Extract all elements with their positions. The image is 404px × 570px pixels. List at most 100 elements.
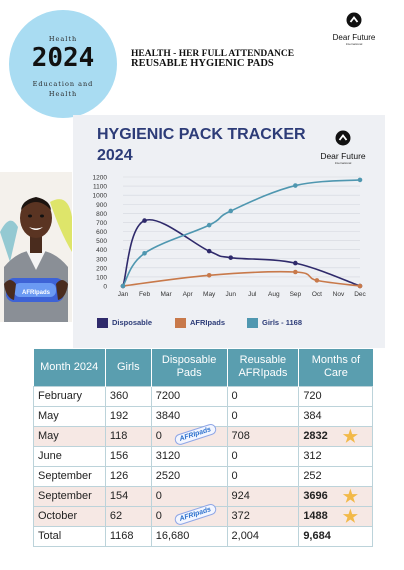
column-header: Reusable AFRIpads — [227, 349, 300, 386]
table-row: February 360 7200 0 720 — [33, 385, 373, 407]
x-tick-label: Aug — [268, 291, 280, 298]
brand-logo-chart: Dear Future International — [315, 130, 371, 165]
cell-value: 126 — [109, 470, 129, 482]
table-cell: Total — [33, 525, 106, 547]
cell-value: 0 — [155, 430, 162, 442]
table-row: September 126 2520 0 252 — [33, 465, 373, 487]
cell-value: May — [38, 410, 59, 422]
x-tick-label: Jan — [118, 291, 129, 298]
cell-value: 7200 — [155, 390, 181, 402]
table-header-row: Month 2024 Girls Disposable Pads Reusabl… — [33, 349, 373, 386]
column-header: Disposable Pads — [151, 349, 228, 386]
data-point — [228, 255, 234, 260]
page-title: HEALTH - HER FULL ATTENDANCE REUSABLE HY… — [131, 49, 321, 69]
table-cell: 2832 ★ — [298, 425, 373, 447]
legend-swatch — [97, 318, 108, 329]
legend-label: AFRIpads — [190, 318, 226, 327]
series-line — [122, 218, 361, 287]
year-badge: Health 2024 Education and Health — [9, 10, 117, 118]
table-row: May 192 3840 0 384 — [33, 405, 373, 427]
legend-item-girls: Girls - 1168 — [247, 318, 303, 329]
table-cell: 118 — [104, 425, 152, 447]
table-cell: 3840 — [150, 405, 228, 427]
cell-value: 0 — [231, 470, 238, 482]
page-title-line1: HEALTH - HER FULL ATTENDANCE — [131, 49, 295, 59]
table-row: June 156 3120 0 312 — [33, 445, 373, 467]
x-tick-label: Mar — [160, 291, 172, 298]
y-tick-label: 900 — [96, 202, 107, 209]
legend-label: Disposable — [112, 318, 153, 327]
cell-value: 3840 — [155, 410, 181, 422]
y-tick-label: 100 — [96, 274, 107, 281]
cell-value: Total — [38, 530, 62, 542]
y-tick-label: 400 — [96, 247, 107, 254]
table-body: February 360 7200 0 720 May 192 3840 0 384 May 118 0… — [33, 385, 373, 547]
x-tick-label: May — [203, 291, 216, 298]
cell-value: 924 — [231, 490, 250, 502]
cell-value: 720 — [303, 390, 322, 402]
table-cell: October — [33, 505, 106, 527]
cell-value: September — [38, 470, 92, 482]
table-cell: 2520 — [150, 465, 228, 487]
y-tick-label: 800 — [96, 211, 107, 218]
cell-value: 16,680 — [155, 530, 190, 542]
cell-value: 2520 — [155, 470, 181, 482]
cell-value: 156 — [109, 450, 129, 462]
x-tick-label: Feb — [139, 291, 151, 298]
afripads-badge: AFRIpads — [173, 502, 218, 526]
cell-value: 0 — [231, 410, 238, 422]
table-cell: 156 — [104, 445, 152, 467]
cell-value: 708 — [231, 430, 250, 442]
legend-swatch — [247, 318, 258, 329]
table-cell: September — [33, 465, 106, 487]
table-cell: 0 — [226, 465, 300, 487]
page-title-line2: REUSABLE HYGIENIC PADS — [131, 58, 274, 69]
table-cell: 1488 ★ — [298, 505, 373, 527]
star-icon: ★ — [342, 506, 358, 526]
cell-value: May — [38, 430, 59, 442]
table-row: October 62 0 AFRIpads 372 1488 ★ — [33, 502, 373, 527]
table-cell: 384 — [298, 405, 373, 427]
column-header: Girls — [105, 349, 152, 386]
table-cell: 0 — [226, 385, 300, 407]
logo-name: Dear Future — [332, 33, 376, 42]
cell-value: September — [38, 490, 92, 502]
table-cell: 126 — [104, 465, 152, 487]
afripads-pack-label: AFRIpads — [22, 290, 51, 296]
table-cell: 3696 ★ — [298, 485, 373, 507]
badge-line4: Health — [48, 90, 78, 98]
table-cell: 3120 — [150, 445, 228, 467]
student-photo: AFRIpads — [0, 172, 72, 322]
cell-value: 2832 — [303, 430, 328, 442]
x-tick-label: Apr — [183, 291, 194, 298]
logo-sub: International — [334, 161, 352, 165]
data-point — [206, 272, 212, 278]
table-cell: 9,684 — [298, 525, 373, 547]
legend-label: Girls - 1168 — [262, 318, 303, 327]
cell-value: 9,684 — [303, 530, 331, 542]
chart-title-line2: 2024 — [97, 147, 133, 164]
table-cell: 312 — [298, 445, 373, 467]
data-point — [357, 177, 363, 183]
cell-value: February — [38, 390, 83, 402]
cell-value: 2,004 — [231, 530, 260, 542]
cell-value: 154 — [109, 490, 129, 502]
x-tick-label: Nov — [333, 291, 345, 298]
y-tick-label: 1200 — [93, 175, 108, 182]
legend-swatch — [175, 318, 186, 329]
legend-item-afripads: AFRIpads — [175, 318, 226, 329]
data-point — [293, 269, 298, 275]
legend-item-disposable: Disposable — [97, 318, 153, 329]
cell-value: 360 — [109, 390, 129, 402]
x-tick-label: Jun — [225, 291, 236, 298]
dear-future-logo-icon — [335, 130, 351, 146]
logo-sub: International — [345, 42, 363, 46]
table-row: September 154 0 924 3696 ★ — [33, 485, 373, 507]
table-cell: 924 — [226, 485, 300, 507]
table-cell: 154 — [104, 485, 152, 507]
data-point — [142, 218, 147, 223]
cell-value: 0 — [155, 490, 162, 502]
cell-value: 1488 — [303, 510, 328, 522]
cell-value: 0 — [155, 510, 162, 522]
table-cell: September — [33, 485, 106, 507]
